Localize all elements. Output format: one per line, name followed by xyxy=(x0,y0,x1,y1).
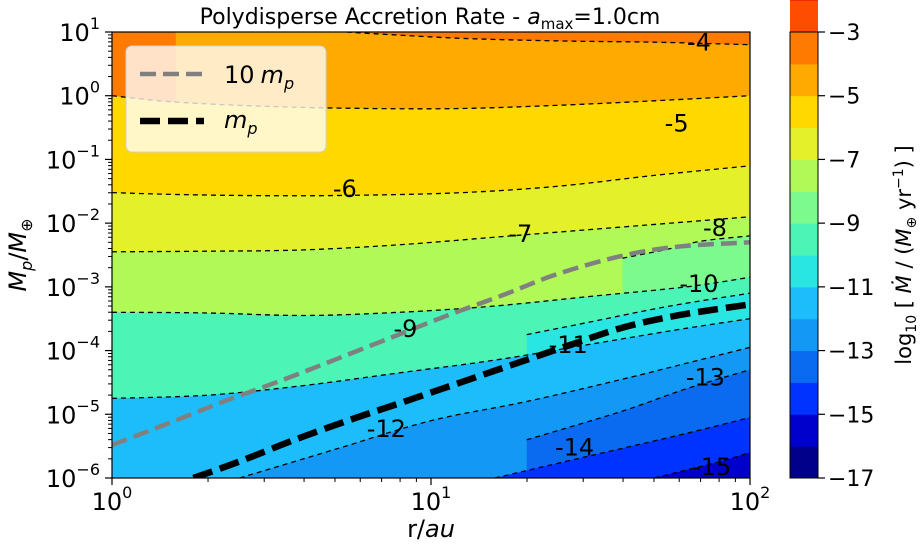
plot-area: -4 -5 -6 -7 -8 -9 -10 -11 -12 -13 -14 -15 xyxy=(111,28,751,481)
colorbar-swatch xyxy=(790,286,818,320)
contour-line-7 xyxy=(112,216,750,253)
y-tick-label: 100 xyxy=(59,78,100,111)
colorbar-swatch xyxy=(790,446,818,479)
colorbar-ticks: −3 −5 −7 −9 −11 −13 −15 −17 xyxy=(818,21,874,492)
band-below-15 xyxy=(654,452,750,478)
colorbar-swatch xyxy=(790,159,818,192)
x-tick-label: 101 xyxy=(411,483,452,516)
colorbar-tick-label: −11 xyxy=(828,276,874,301)
contour-label-4: -4 xyxy=(687,28,711,56)
contour-line-10 xyxy=(526,292,750,336)
colorbar-swatch xyxy=(790,32,818,65)
colorbar-tick-label: −13 xyxy=(828,340,874,365)
colorbar-swatch xyxy=(790,191,818,224)
contour-label-5: -5 xyxy=(665,109,689,137)
colorbar-tick-label: −17 xyxy=(828,467,874,492)
x-tick-label: 102 xyxy=(730,483,771,516)
colorbar-tick-label: −15 xyxy=(828,403,874,428)
contour-line-4 xyxy=(336,32,750,46)
colorbar-tick-label: −9 xyxy=(828,212,860,237)
y-tick-label: 101 xyxy=(59,14,100,47)
contour-label-10: -10 xyxy=(679,270,718,298)
legend: 10 mp mp xyxy=(125,45,327,153)
contour-label-14: -14 xyxy=(555,434,594,462)
x-axis-label: r/au xyxy=(407,515,455,543)
legend-label-mp: mp xyxy=(224,106,258,138)
contour-fill-bands xyxy=(112,32,750,478)
colorbar-swatch xyxy=(790,414,818,447)
legend-label-10mp: 10 mp xyxy=(224,61,294,93)
series-10mp-line xyxy=(112,240,750,448)
contour-label-7: -7 xyxy=(508,220,532,248)
colorbar-frame xyxy=(789,31,819,479)
contour-label-13: -13 xyxy=(686,364,725,392)
y-axis-label: Mp/M⊕ xyxy=(4,218,36,291)
y-tick-label: 10−1 xyxy=(46,141,100,174)
y-tick-label: 10−4 xyxy=(46,333,100,366)
colorbar-swatch xyxy=(790,63,818,97)
contour-label-15: -15 xyxy=(692,453,731,481)
colorbar-swatches xyxy=(790,0,818,479)
band-below-14 xyxy=(494,417,750,478)
contour-label-6: -6 xyxy=(333,175,357,203)
contour-line-5 xyxy=(112,95,750,110)
colorbar-swatch xyxy=(790,0,818,1)
colorbar-tick-label: −3 xyxy=(828,21,860,46)
colorbar-swatch xyxy=(790,350,818,383)
contour-line-11 xyxy=(112,318,750,400)
chart-title: Polydisperse Accretion Rate - amax=1.0cm xyxy=(200,5,661,33)
colorbar-label: log10 [ Ṁ / (M⊕ yr−1) ] xyxy=(891,145,920,364)
y-tick-label: 10−6 xyxy=(46,460,100,493)
contour-line-14 xyxy=(494,416,750,478)
contour-line-12 xyxy=(239,346,750,478)
contour-label-9: -9 xyxy=(394,315,418,343)
series-mp-line xyxy=(192,301,750,478)
colorbar-swatch xyxy=(790,127,818,160)
y-tick-label: 10−3 xyxy=(46,269,100,302)
y-tick-label: 10−2 xyxy=(46,205,100,238)
contour-label-8: -8 xyxy=(703,214,727,242)
x-tick-label: 100 xyxy=(92,483,133,516)
y-tick-label: 10−5 xyxy=(46,396,100,429)
contour-labels: -4 -5 -6 -7 -8 -9 -10 -11 -12 -13 -14 -15 xyxy=(333,28,731,480)
colorbar-swatch xyxy=(790,223,818,256)
colorbar-tick-label: −7 xyxy=(828,148,860,173)
data-series xyxy=(112,240,750,478)
contour-label-11: -11 xyxy=(549,331,588,359)
colorbar: −3 −5 −7 −9 −11 −13 −15 −17 log10 [ Ṁ / (M⊕ yr−… xyxy=(789,0,920,492)
colorbar-swatch xyxy=(790,95,818,129)
colorbar-swatch xyxy=(790,318,818,352)
colorbar-swatch xyxy=(790,255,818,288)
colorbar-swatch xyxy=(790,0,818,33)
contour-line-9 xyxy=(112,276,750,317)
contour-line-15 xyxy=(654,451,750,478)
colorbar-swatch xyxy=(790,382,818,415)
colorbar-tick-label: −5 xyxy=(828,85,860,110)
y-axis: 10−6 10−5 10−4 10−3 10−2 10−1 100 101 xyxy=(46,14,112,493)
x-axis: 100 101 102 xyxy=(92,478,771,516)
contour-label-12: -12 xyxy=(367,415,406,443)
